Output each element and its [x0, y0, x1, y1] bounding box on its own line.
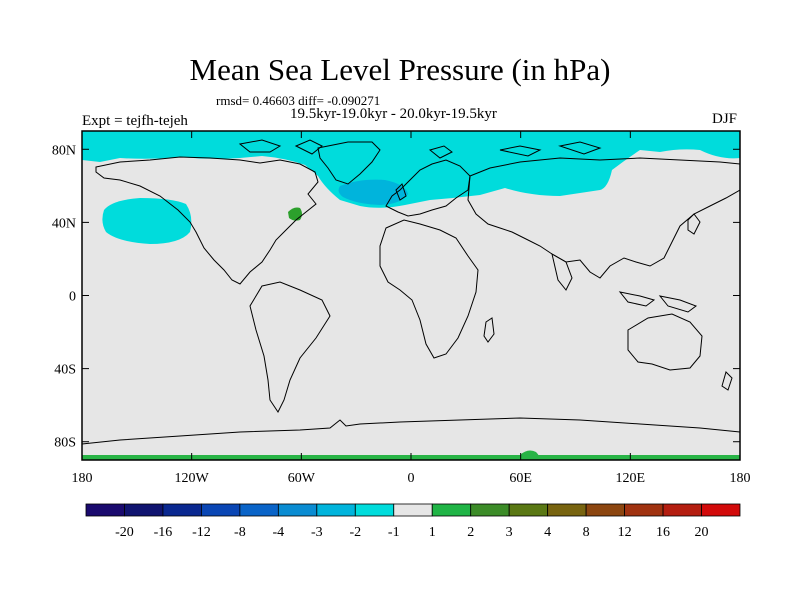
- lat-tick-label: 80N: [52, 143, 76, 158]
- colorbar-label: -16: [154, 525, 173, 540]
- colorbar-swatch: [354, 503, 395, 517]
- experiment-label: Expt = tejfh-tejeh: [82, 113, 188, 129]
- colorbar-label: -8: [234, 525, 246, 540]
- colorbar-label: 2: [467, 525, 474, 540]
- colorbar-label: -1: [388, 525, 400, 540]
- colorbar-swatch: [162, 503, 202, 517]
- rmsd-diff-stats: rmsd= 0.46603 diff= -0.090271: [216, 93, 381, 108]
- colorbar-label: 20: [695, 525, 709, 540]
- lat-tick-label: 40N: [52, 216, 76, 231]
- colorbar-swatch: [508, 503, 549, 517]
- colorbar-swatch: [662, 503, 702, 517]
- lat-tick-label: 0: [69, 290, 76, 305]
- colorbar-label: -20: [115, 525, 134, 540]
- colorbar-label: 3: [506, 525, 513, 540]
- colorbar-swatch: [547, 503, 587, 517]
- colorbar-label: 16: [656, 525, 670, 540]
- colorbar-label: 1: [429, 525, 436, 540]
- colorbar-swatch: [470, 503, 510, 517]
- colorbar-label: 4: [544, 525, 551, 540]
- lon-tick-label: 60W: [288, 471, 316, 486]
- colorbar-swatch: [85, 503, 125, 517]
- colorbar-label: -2: [349, 525, 361, 540]
- axis-ticks: 80N 40N 0 40S 80S 180 120W 60W 0 60E 120E 180: [52, 131, 751, 486]
- colorbar-swatch: [316, 503, 356, 517]
- colorbar-label: -3: [311, 525, 323, 540]
- colorbar-swatch: [701, 503, 741, 517]
- lon-tick-label: 120W: [175, 471, 210, 486]
- colorbar-swatch: [277, 503, 318, 517]
- colorbar-label: -4: [273, 525, 285, 540]
- north-pacific-negative-anomaly: [102, 198, 192, 244]
- colorbar-swatch: [393, 503, 433, 517]
- colorbar-swatch: [431, 503, 472, 517]
- lat-tick-label: 40S: [54, 363, 76, 378]
- colorbar-label: 12: [618, 525, 632, 540]
- coastlines: [82, 139, 740, 445]
- lon-tick-label: 180: [72, 471, 93, 486]
- colorbar-label: -12: [192, 525, 211, 540]
- colorbar-swatch: [624, 503, 664, 517]
- lon-tick-label: 60E: [509, 471, 532, 486]
- season-label: DJF: [712, 111, 738, 127]
- colorbar-swatch: [124, 503, 164, 517]
- time-period-label: 19.5kyr-19.0kyr - 20.0kyr-19.5kyr: [290, 106, 497, 122]
- lat-tick-label: 80S: [54, 436, 76, 451]
- lon-tick-label: 0: [408, 471, 415, 486]
- lon-tick-label: 180: [730, 471, 751, 486]
- colorbar-label: 8: [583, 525, 590, 540]
- colorbar-swatch: [201, 503, 241, 517]
- chart-title: Mean Sea Level Pressure (in hPa): [189, 52, 611, 87]
- arctic-negative-anomaly: [82, 131, 740, 208]
- anomaly-layer: [82, 131, 740, 460]
- colorbar-swatch: [585, 503, 625, 517]
- lon-tick-label: 120E: [616, 471, 646, 486]
- colorbar-swatch: [239, 503, 279, 517]
- colorbar: -20 -16 -12 -8 -4 -3 -2 -1 1 2 3 4 8 12 16 20: [85, 503, 741, 540]
